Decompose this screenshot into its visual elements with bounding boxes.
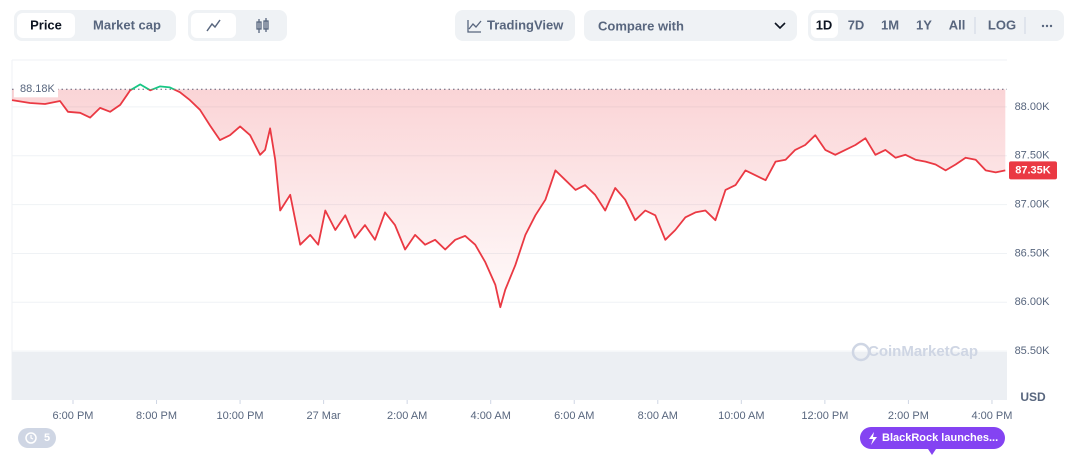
- bolt-icon: [869, 432, 877, 445]
- compare-label[interactable]: Compare with: [598, 18, 684, 33]
- x-tick-label: 27 Mar: [306, 410, 341, 422]
- log-button[interactable]: LOG: [988, 17, 1016, 32]
- x-tick-label: 8:00 PM: [136, 410, 177, 422]
- y-tick-label: 85.50K: [1015, 345, 1051, 357]
- range-button[interactable]: 1M: [881, 17, 899, 32]
- y-unit: USD: [1020, 390, 1046, 404]
- x-tick-label: 6:00 PM: [53, 410, 94, 422]
- reference-label: 88.18K: [20, 83, 56, 95]
- range-button[interactable]: 7D: [848, 17, 865, 32]
- range-buttons: 1D 7D 1M 1Y All: [816, 17, 966, 32]
- news-pill[interactable]: [860, 427, 1005, 449]
- reference-label-bg: [14, 81, 58, 98]
- y-tick-label: 86.50K: [1015, 247, 1051, 259]
- x-tick-label: 2:00 PM: [888, 410, 929, 422]
- current-price-label: 87.35K: [1015, 164, 1051, 176]
- range-button[interactable]: 1Y: [916, 17, 932, 32]
- tradingview-icon: [468, 20, 482, 30]
- tab[interactable]: Market cap: [93, 17, 161, 32]
- range-button[interactable]: All: [949, 17, 966, 32]
- tab[interactable]: Price: [30, 17, 62, 32]
- y-tick-label: 86.00K: [1015, 296, 1051, 308]
- y-tick-label: 87.50K: [1015, 150, 1051, 162]
- chevron-icon: [774, 22, 786, 30]
- x-tick-label: 10:00 AM: [718, 410, 764, 422]
- range-active[interactable]: [811, 13, 838, 38]
- x-tick-label: 2:00 AM: [387, 410, 427, 422]
- tab-active[interactable]: [17, 13, 75, 38]
- plot: 88.18K 87.35K: [11, 81, 1057, 309]
- volume-band: [12, 352, 1007, 400]
- x-tick-label: 4:00 AM: [471, 410, 511, 422]
- range-group: [808, 10, 1064, 41]
- x-tick-label: 6:00 AM: [554, 410, 594, 422]
- line-icon: [206, 19, 221, 32]
- x-tick-label: 4:00 PM: [971, 410, 1012, 422]
- events-count[interactable]: 5: [44, 432, 50, 444]
- area: [12, 89, 1006, 308]
- watermark-logo: [851, 342, 871, 362]
- news-label[interactable]: BlackRock launches...: [882, 432, 998, 444]
- tradingview-label[interactable]: TradingView: [487, 17, 564, 32]
- tradingview-button[interactable]: [455, 10, 575, 41]
- news-pointer: [928, 449, 936, 455]
- x-tick-label: 12:00 PM: [801, 410, 848, 422]
- watermark: CoinMarketCap: [868, 343, 978, 360]
- events-badge[interactable]: [18, 428, 56, 448]
- clock-icon: [25, 432, 37, 444]
- y-tick-label: 87.00K: [1015, 199, 1051, 211]
- x-tick-label: 8:00 AM: [638, 410, 678, 422]
- clock-icon: [30, 435, 34, 440]
- candle-icon[interactable]: [256, 18, 269, 33]
- more-button[interactable]: [1041, 24, 1053, 28]
- x-tick-label: 10:00 PM: [217, 410, 264, 422]
- y-tick-label: 88.00K: [1015, 101, 1051, 113]
- range-button[interactable]: 1D: [816, 17, 833, 32]
- price-line: [11, 83, 1006, 309]
- compare-dropdown[interactable]: [584, 10, 797, 41]
- current-price-tag: [1009, 161, 1057, 180]
- tradingview-icon: [467, 20, 481, 33]
